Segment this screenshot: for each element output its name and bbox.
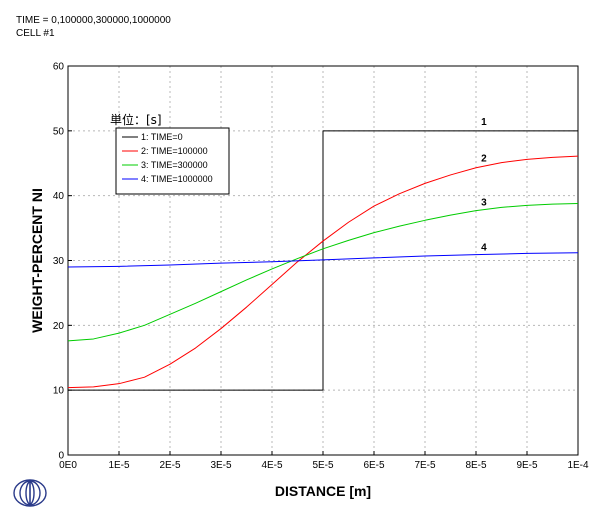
legend-entry-4: 4: TIME=1000000: [141, 174, 213, 184]
header-time-line: TIME = 0,100000,300000,1000000: [16, 15, 171, 26]
series-line-3: [67, 202, 579, 342]
x-tick-label: 4E-5: [261, 460, 283, 471]
x-axis-label: DISTANCE [m]: [275, 483, 371, 499]
y-tick-label: 50: [53, 126, 65, 137]
x-tick-label: 1E-4: [567, 460, 589, 471]
y-tick-label: 0: [58, 451, 64, 462]
curve-label-3: 3: [481, 197, 487, 208]
curve-labels: 1 2 3 4: [481, 117, 487, 254]
thermo-calc-logo-icon: [13, 479, 47, 507]
x-tick-label: 8E-5: [465, 460, 487, 471]
header-cell-line: CELL #1: [16, 28, 55, 39]
y-tick-label: 40: [53, 191, 65, 202]
x-tick-label: 6E-5: [363, 460, 385, 471]
legend-title: 単位：[s]: [110, 112, 162, 127]
y-tick-label: 10: [53, 386, 65, 397]
x-tick-label: 3E-5: [210, 460, 232, 471]
x-tick-label: 0E0: [59, 460, 77, 471]
x-tick-label: 1E-5: [108, 460, 130, 471]
curve-label-4: 4: [481, 243, 487, 254]
legend-entry-3: 3: TIME=300000: [141, 160, 208, 170]
legend-entry-2: 2: TIME=100000: [141, 146, 208, 156]
axis-ticks: 0E0 1E-5 2E-5 3E-5 4E-5 5E-5 6E-5 7E-5 8E-5 9E-5 1…: [53, 62, 589, 472]
series-line-1: [68, 130, 578, 391]
y-tick-label: 20: [53, 321, 65, 332]
x-tick-label: 9E-5: [516, 460, 538, 471]
series-line-4: [67, 252, 579, 268]
y-axis-label: WEIGHT-PERCENT NI: [29, 188, 45, 333]
series-line-2: [67, 155, 579, 389]
curve-label-1: 1: [481, 117, 487, 128]
legend-entry-1: 1: TIME=0: [141, 132, 183, 142]
y-tick-label: 60: [53, 62, 65, 73]
x-tick-label: 2E-5: [159, 460, 181, 471]
y-tick-label: 30: [53, 256, 65, 267]
chart-header: TIME = 0,100000,300000,1000000 CELL #1: [16, 14, 171, 40]
curve-label-2: 2: [481, 153, 487, 164]
x-tick-label: 5E-5: [312, 460, 334, 471]
legend-box: [115, 127, 230, 195]
x-tick-label: 7E-5: [414, 460, 436, 471]
series-layer: [67, 130, 579, 391]
legend: 単位：[s] 1: TIME=0 2: TIME=100000 3: TIME=300…: [110, 112, 230, 195]
